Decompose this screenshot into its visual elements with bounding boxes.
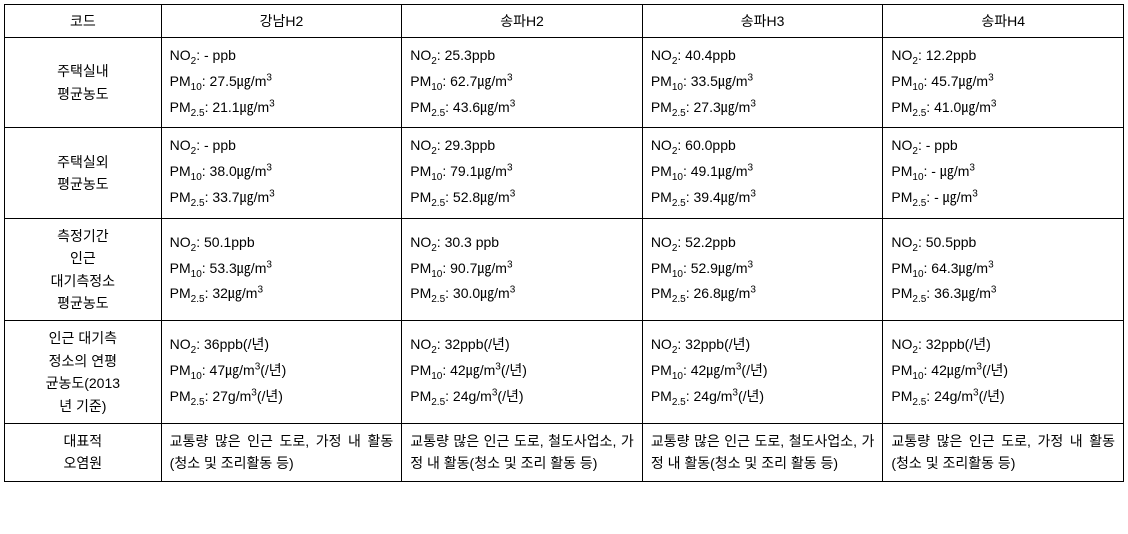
data-cell: NO2: 32ppb(/년)PM10: 42㎍/m3(/년)PM2.5: 24g…	[883, 321, 1124, 424]
measurement-line: PM10: 42㎍/m3(/년)	[891, 359, 1115, 385]
measurement-line: PM10: 64.3㎍/m3	[891, 257, 1115, 283]
data-cell: NO2: 30.3 ppbPM10: 90.7㎍/m3PM2.5: 30.0㎍/…	[402, 218, 643, 321]
header-col4: 송파H4	[883, 5, 1124, 38]
measurement-line: PM2.5: 24g/m3(/년)	[651, 385, 875, 411]
table-header-row: 코드 강남H2 송파H2 송파H3 송파H4	[5, 5, 1124, 38]
measurement-line: PM10: - ㎍/m3	[891, 160, 1115, 186]
data-cell: NO2: 12.2ppbPM10: 45.7㎍/m3PM2.5: 41.0㎍/m…	[883, 38, 1124, 128]
table-row: 주택실내평균농도NO2: - ppbPM10: 27.5㎍/m3PM2.5: 2…	[5, 38, 1124, 128]
header-col3: 송파H3	[642, 5, 883, 38]
data-cell: NO2: 60.0ppbPM10: 49.1㎍/m3PM2.5: 39.4㎍/m…	[642, 128, 883, 218]
measurement-line: PM2.5: 41.0㎍/m3	[891, 96, 1115, 122]
text-cell: 교통량 많은 인근 도로, 가정 내 활동(청소 및 조리활동 등)	[883, 423, 1124, 481]
measurement-line: PM2.5: - ㎍/m3	[891, 186, 1115, 212]
data-cell: NO2: 40.4ppbPM10: 33.5㎍/m3PM2.5: 27.3㎍/m…	[642, 38, 883, 128]
measurement-line: PM10: 27.5㎍/m3	[170, 70, 394, 96]
measurement-line: PM10: 45.7㎍/m3	[891, 70, 1115, 96]
measurement-line: NO2: 32ppb(/년)	[891, 333, 1115, 359]
header-code: 코드	[5, 5, 162, 38]
measurement-line: NO2: 12.2ppb	[891, 44, 1115, 70]
row-header: 주택실외평균농도	[5, 128, 162, 218]
measurement-line: PM2.5: 30.0㎍/m3	[410, 282, 634, 308]
measurement-line: PM10: 33.5㎍/m3	[651, 70, 875, 96]
header-col1: 강남H2	[161, 5, 402, 38]
row-header: 대표적오염원	[5, 423, 162, 481]
measurement-line: PM2.5: 26.8㎍/m3	[651, 282, 875, 308]
measurement-line: NO2: 29.3ppb	[410, 134, 634, 160]
row-header: 주택실내평균농도	[5, 38, 162, 128]
data-cell: NO2: - ppbPM10: - ㎍/m3PM2.5: - ㎍/m3	[883, 128, 1124, 218]
measurement-line: PM2.5: 52.8㎍/m3	[410, 186, 634, 212]
row-header: 인근 대기측정소의 연평균농도(2013년 기준)	[5, 321, 162, 424]
measurement-line: PM10: 49.1㎍/m3	[651, 160, 875, 186]
table-row: 인근 대기측정소의 연평균농도(2013년 기준)NO2: 36ppb(/년)P…	[5, 321, 1124, 424]
measurement-line: NO2: 40.4ppb	[651, 44, 875, 70]
data-cell: NO2: 25.3ppbPM10: 62.7㎍/m3PM2.5: 43.6㎍/m…	[402, 38, 643, 128]
measurement-line: PM2.5: 39.4㎍/m3	[651, 186, 875, 212]
data-cell: NO2: - ppbPM10: 27.5㎍/m3PM2.5: 21.1㎍/m3	[161, 38, 402, 128]
measurement-line: NO2: 60.0ppb	[651, 134, 875, 160]
measurement-line: PM10: 53.3㎍/m3	[170, 257, 394, 283]
measurement-table: 코드 강남H2 송파H2 송파H3 송파H4 주택실내평균농도NO2: - pp…	[4, 4, 1124, 482]
measurement-line: NO2: 32ppb(/년)	[651, 333, 875, 359]
header-col2: 송파H2	[402, 5, 643, 38]
table-row: 측정기간인근대기측정소평균농도NO2: 50.1ppbPM10: 53.3㎍/m…	[5, 218, 1124, 321]
text-cell: 교통량 많은 인근 도로, 철도사업소, 가정 내 활동(청소 및 조리 활동 …	[402, 423, 643, 481]
measurement-line: NO2: 50.5ppb	[891, 231, 1115, 257]
measurement-line: PM2.5: 24g/m3(/년)	[891, 385, 1115, 411]
data-cell: NO2: 36ppb(/년)PM10: 47㎍/m3(/년)PM2.5: 27g…	[161, 321, 402, 424]
table-row: 대표적오염원교통량 많은 인근 도로, 가정 내 활동(청소 및 조리활동 등)…	[5, 423, 1124, 481]
measurement-line: PM10: 79.1㎍/m3	[410, 160, 634, 186]
data-cell: NO2: 50.5ppbPM10: 64.3㎍/m3PM2.5: 36.3㎍/m…	[883, 218, 1124, 321]
measurement-line: NO2: - ppb	[170, 134, 394, 160]
measurement-line: PM2.5: 21.1㎍/m3	[170, 96, 394, 122]
measurement-line: PM10: 62.7㎍/m3	[410, 70, 634, 96]
measurement-line: NO2: 50.1ppb	[170, 231, 394, 257]
data-cell: NO2: 52.2ppbPM10: 52.9㎍/m3PM2.5: 26.8㎍/m…	[642, 218, 883, 321]
measurement-line: PM10: 42㎍/m3(/년)	[410, 359, 634, 385]
data-cell: NO2: 32ppb(/년)PM10: 42㎍/m3(/년)PM2.5: 24g…	[642, 321, 883, 424]
data-cell: NO2: 29.3ppbPM10: 79.1㎍/m3PM2.5: 52.8㎍/m…	[402, 128, 643, 218]
data-cell: NO2: - ppbPM10: 38.0㎍/m3PM2.5: 33.7㎍/m3	[161, 128, 402, 218]
measurement-line: PM10: 90.7㎍/m3	[410, 257, 634, 283]
measurement-line: PM10: 42㎍/m3(/년)	[651, 359, 875, 385]
table-body: 주택실내평균농도NO2: - ppbPM10: 27.5㎍/m3PM2.5: 2…	[5, 38, 1124, 482]
measurement-line: PM2.5: 27.3㎍/m3	[651, 96, 875, 122]
text-cell: 교통량 많은 인근 도로, 가정 내 활동(청소 및 조리활동 등)	[161, 423, 402, 481]
measurement-line: PM2.5: 43.6㎍/m3	[410, 96, 634, 122]
measurement-line: NO2: 30.3 ppb	[410, 231, 634, 257]
measurement-line: NO2: 36ppb(/년)	[170, 333, 394, 359]
measurement-line: NO2: - ppb	[170, 44, 394, 70]
measurement-line: PM2.5: 27g/m3(/년)	[170, 385, 394, 411]
measurement-line: PM10: 38.0㎍/m3	[170, 160, 394, 186]
measurement-line: NO2: - ppb	[891, 134, 1115, 160]
measurement-line: PM2.5: 33.7㎍/m3	[170, 186, 394, 212]
measurement-line: NO2: 32ppb(/년)	[410, 333, 634, 359]
text-cell: 교통량 많은 인근 도로, 철도사업소, 가정 내 활동(청소 및 조리 활동 …	[642, 423, 883, 481]
measurement-line: PM10: 47㎍/m3(/년)	[170, 359, 394, 385]
row-header: 측정기간인근대기측정소평균농도	[5, 218, 162, 321]
measurement-line: PM2.5: 32㎍/m3	[170, 282, 394, 308]
measurement-line: PM2.5: 36.3㎍/m3	[891, 282, 1115, 308]
measurement-line: PM10: 52.9㎍/m3	[651, 257, 875, 283]
measurement-line: PM2.5: 24g/m3(/년)	[410, 385, 634, 411]
measurement-line: NO2: 52.2ppb	[651, 231, 875, 257]
data-cell: NO2: 50.1ppbPM10: 53.3㎍/m3PM2.5: 32㎍/m3	[161, 218, 402, 321]
table-row: 주택실외평균농도NO2: - ppbPM10: 38.0㎍/m3PM2.5: 3…	[5, 128, 1124, 218]
measurement-line: NO2: 25.3ppb	[410, 44, 634, 70]
data-cell: NO2: 32ppb(/년)PM10: 42㎍/m3(/년)PM2.5: 24g…	[402, 321, 643, 424]
